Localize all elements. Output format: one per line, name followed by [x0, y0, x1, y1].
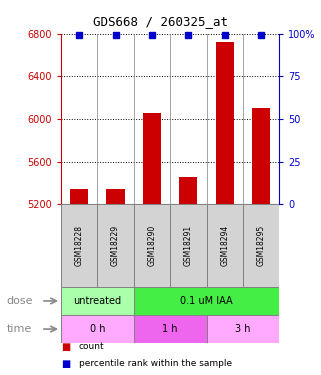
Bar — [252, 108, 270, 204]
Text: percentile rank within the sample: percentile rank within the sample — [79, 359, 232, 368]
Text: 3 h: 3 h — [235, 324, 251, 334]
Text: 0 h: 0 h — [90, 324, 105, 334]
Text: ■: ■ — [61, 342, 70, 352]
Text: dose: dose — [6, 296, 33, 306]
Bar — [134, 204, 170, 287]
Text: GSM18229: GSM18229 — [111, 225, 120, 266]
Text: GSM18291: GSM18291 — [184, 225, 193, 266]
Text: GSM18295: GSM18295 — [256, 225, 265, 266]
Text: time: time — [6, 324, 32, 334]
Bar — [107, 189, 125, 204]
Bar — [134, 287, 279, 315]
Text: 0.1 uM IAA: 0.1 uM IAA — [180, 296, 233, 306]
Bar — [216, 42, 234, 204]
Bar — [179, 177, 197, 204]
Bar — [143, 112, 161, 204]
Bar — [206, 204, 243, 287]
Text: untreated: untreated — [73, 296, 121, 306]
Text: GDS668 / 260325_at: GDS668 / 260325_at — [93, 15, 228, 28]
Text: 1 h: 1 h — [162, 324, 178, 334]
Bar — [243, 204, 279, 287]
Text: GSM18290: GSM18290 — [147, 225, 156, 266]
Text: GSM18294: GSM18294 — [220, 225, 229, 266]
Bar — [61, 204, 97, 287]
Bar — [61, 315, 134, 343]
Bar — [170, 204, 206, 287]
Bar — [206, 315, 279, 343]
Text: count: count — [79, 342, 104, 351]
Text: ■: ■ — [61, 359, 70, 369]
Text: GSM18228: GSM18228 — [75, 225, 84, 266]
Bar — [134, 315, 206, 343]
Bar — [61, 287, 134, 315]
Bar — [97, 204, 134, 287]
Bar — [70, 189, 88, 204]
